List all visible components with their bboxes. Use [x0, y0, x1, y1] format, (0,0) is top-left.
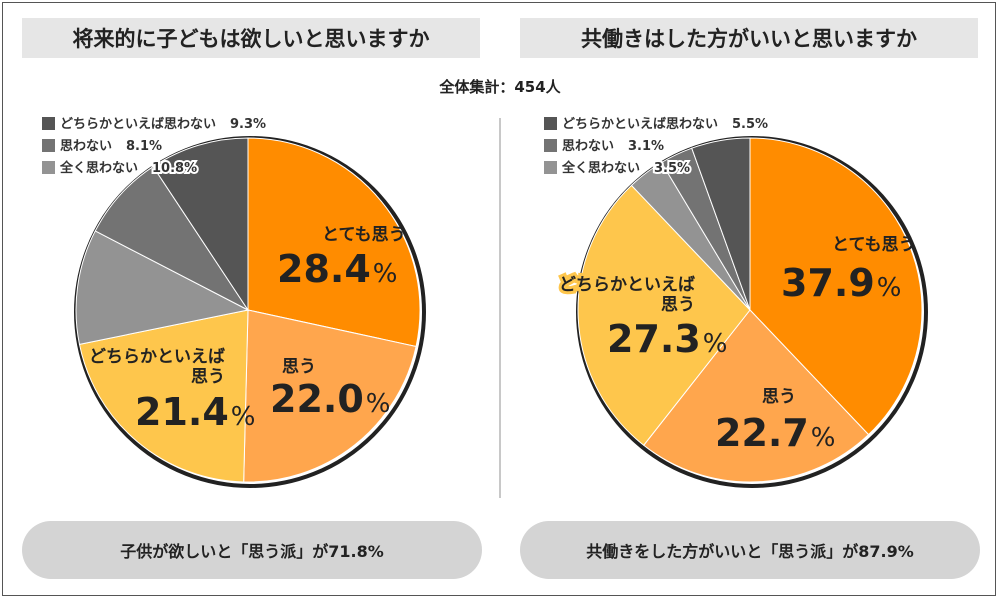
- legend-left-value-0: 9.3%: [230, 117, 266, 132]
- pie-left-slice-4: [94, 165, 250, 312]
- legend-left-label-2: 全く思わない: [59, 160, 138, 176]
- total-count-label: 全体集計：454人: [439, 78, 561, 96]
- pie-left-slice-5: [152, 137, 249, 312]
- legend-left-swatch-1: [42, 139, 55, 152]
- pie-right-value-0: 37.9%: [781, 261, 901, 305]
- legend-right-label-1: 思わない: [562, 139, 614, 154]
- legend-left-value-2: 10.8%: [152, 161, 197, 176]
- pie-left-value-0: 28.4%: [277, 247, 397, 291]
- legend-right-value-0: 5.5%: [732, 117, 768, 132]
- legend-left-label-1: 思わない: [60, 139, 112, 154]
- pie-left-label-2-line-1: 思う: [191, 367, 225, 387]
- pie-right-slice-5: [691, 137, 751, 311]
- pie-chart-left: とても思う28.4%思う22.0%どちらかといえば思う21.4%どちらかといえば…: [42, 115, 426, 488]
- chart-title-left: 将来的に子どもは欲しいと思いますか: [22, 18, 480, 58]
- legend-left-swatch-2: [42, 161, 55, 174]
- legend-left-label-0: どちらかといえば思わない: [60, 117, 216, 132]
- chart-title-right: 共働きはした方がいいと思いますか: [520, 18, 978, 58]
- pie-right-slice-1: [643, 309, 870, 483]
- legend-right-swatch-1: [544, 139, 557, 152]
- center-divider: [499, 118, 501, 498]
- legend-left-value-1: 8.1%: [126, 139, 162, 154]
- pie-left-label-1-line-0: 思う: [282, 357, 316, 377]
- summary-pill-left: 子供が欲しいと「思う派」が71.8%: [22, 521, 482, 579]
- pie-chart-right: とても思う37.9%思う22.7%どちらかといえば思う27.3%どちらかといえば…: [544, 115, 928, 488]
- pie-left-slice-0: [247, 137, 421, 348]
- pie-right-value-1: 22.7%: [715, 411, 835, 455]
- legend-right-label-0: どちらかといえば思わない: [562, 117, 718, 132]
- pie-right-label-0-line-0: とても思う: [832, 235, 916, 255]
- legend-right-swatch-0: [544, 117, 557, 130]
- legend-right-value-1: 3.1%: [628, 139, 664, 154]
- pie-left-slice-1: [243, 309, 417, 483]
- pie-left-slice-3: [75, 230, 250, 345]
- legend-right-value-2: 3.5%: [654, 161, 690, 176]
- pie-left-label-2-line-0: どちらかといえば: [89, 347, 225, 367]
- pie-left-value-2: 21.4%: [135, 390, 255, 434]
- pie-left-slice-2: [78, 309, 249, 483]
- pie-right-slice-2: [577, 184, 751, 446]
- pie-right-label-2-line-0: どちらかといえば: [559, 275, 695, 295]
- legend-left-swatch-0: [42, 117, 55, 130]
- pie-right-value-2: 27.3%: [607, 317, 727, 361]
- summary-pill-right: 共働きをした方がいいと「思う派」が87.9%: [520, 521, 980, 579]
- pie-right-label-2-line-1: 思う: [661, 295, 695, 315]
- legend-right-label-2: 全く思わない: [561, 160, 640, 176]
- pie-right-slice-0: [749, 137, 923, 436]
- pie-left-value-1: 22.0%: [270, 377, 390, 421]
- pie-right-label-1-line-0: 思う: [762, 387, 796, 407]
- pie-left-label-0-line-0: とても思う: [322, 225, 406, 245]
- legend-right-swatch-2: [544, 161, 557, 174]
